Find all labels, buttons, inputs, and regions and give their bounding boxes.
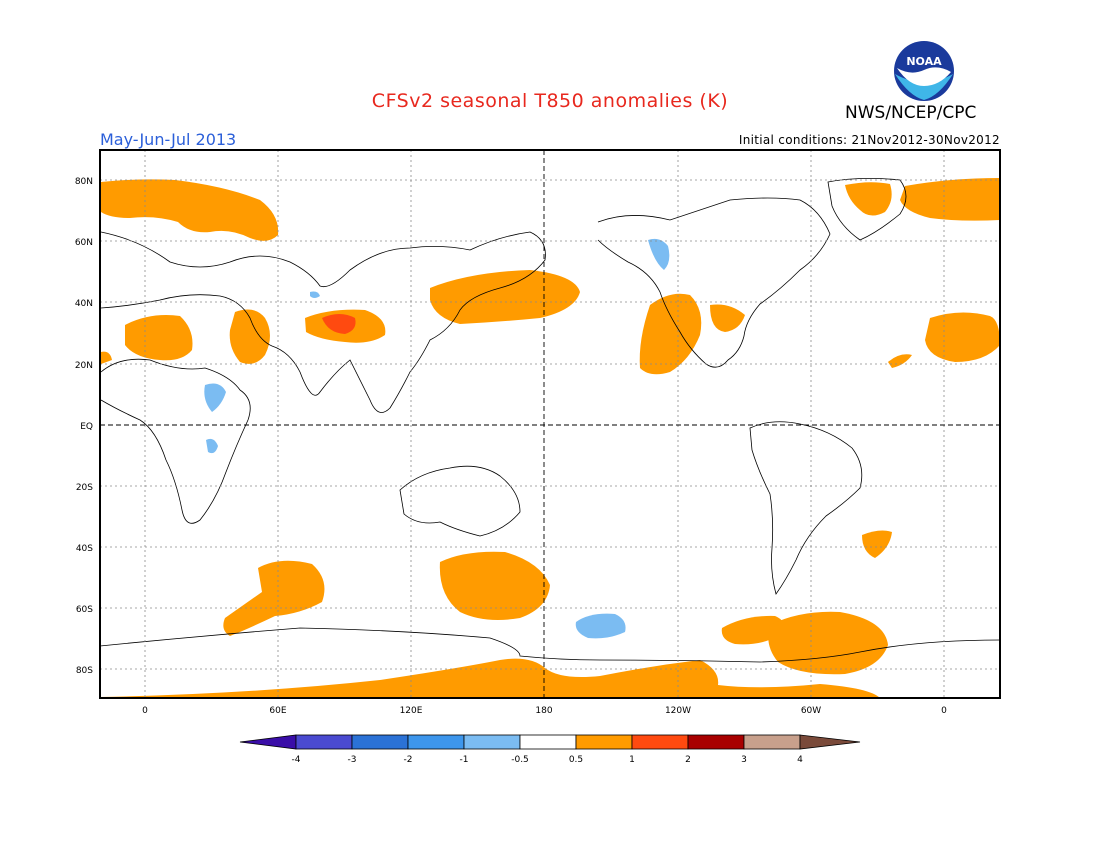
lat-label: 60N [75,238,93,248]
colorbar-label: 1 [629,755,635,765]
noaa-logo-icon: NOAA [894,41,954,101]
colorbar-swatch [351,734,409,750]
lat-label: 20S [76,483,93,493]
lon-label: 60E [269,706,286,716]
noaa-logo-text: NOAA [906,55,942,68]
lon-label: 60W [801,706,821,716]
colorbar-label: -1 [460,755,469,765]
lat-label: 20N [75,361,93,371]
agency-label: NWS/NCEP/CPC [845,103,977,123]
cool-region-alaska [648,238,670,270]
strong-warm-anomaly-regions [322,314,356,334]
colorbar-label: 4 [797,755,803,765]
initial-conditions-label: Initial conditions: 21Nov2012-30Nov2012 [738,133,1000,147]
cool-region-ross [575,613,626,639]
period-label: May-Jun-Jul 2013 [100,130,237,149]
lat-label: 40S [76,544,93,554]
colorbar-swatch [407,734,465,750]
coastline-south-america [749,421,863,595]
warm-region-arabia [229,309,270,364]
lat-label: EQ [80,422,93,432]
cool-region-east-africa [204,383,226,412]
coastline-greenland [827,178,907,241]
colorbar-labels: -4 -3 -2 -1 -0.5 0.5 1 2 3 4 [292,755,804,765]
lon-label: 0 [941,706,947,716]
lon-label: 180 [535,706,552,716]
warm-region-atlantic [925,312,1000,362]
colorbar-swatch [743,734,801,750]
warm-region-sahara [125,315,193,361]
warm-region-europe [101,179,279,241]
lon-label: 0 [142,706,148,716]
warm-region-tasman [439,551,550,620]
coastline-australia [399,465,521,537]
lat-label: 60S [76,605,93,615]
cool-region-central-asia [310,291,320,298]
lat-label: 40N [75,299,93,309]
warm-region-south-indian [223,560,325,636]
warm-region-central-us [710,304,745,332]
colorbar-swatch [295,734,353,750]
lon-label: 120E [400,706,423,716]
reference-lines [100,150,1000,698]
latitude-labels: 80N 60N 40N 20N EQ 20S 40S 60S 80S [75,177,93,676]
colorbar-label: 3 [741,755,747,765]
map-title: CFSv2 seasonal T850 anomalies (K) [371,90,729,112]
coastlines [99,178,1001,663]
graticule [100,150,1000,698]
warm-region-arctic-east [900,178,1000,221]
colorbar-swatch [687,734,745,750]
warm-anomaly-regions [100,178,1000,698]
coastline-africa [100,358,251,524]
cool-anomaly-regions [204,238,670,639]
colorbar-swatch [463,734,521,750]
lat-label: 80N [75,177,93,187]
coastline-eurasia [100,231,546,413]
colorbar-label: -4 [292,755,301,765]
warm-region-east-pacific [639,293,702,375]
warm-region-greenland [845,182,892,216]
map-frame [99,149,1001,699]
colorbar-label: 2 [685,755,691,765]
colorbar-arrow-low [239,734,297,750]
colorbar-swatch [631,734,689,750]
colorbar-label: 0.5 [569,755,583,765]
strong-warm-region-tibet [322,314,356,334]
warm-region-amundsen [721,615,784,645]
lat-label: 80S [76,666,93,676]
lon-label: 120W [665,706,691,716]
cool-region-south-africa [206,438,218,454]
coastline-antarctica [99,627,1001,663]
longitude-labels: 0 60E 120E 180 120W 60W 0 [142,706,947,716]
colorbar-swatch [519,734,577,750]
colorbar [239,734,861,750]
colorbar-label: -3 [348,755,357,765]
warm-region-caribbean [888,354,912,368]
warm-region-weddell [768,611,888,675]
warm-region-antarctica-1 [100,658,880,698]
colorbar-arrow-high [799,734,861,750]
colorbar-label: -0.5 [511,755,529,765]
warm-region-japan-pacific [430,270,580,324]
warm-region-south-atlantic [862,530,892,558]
colorbar-label: -2 [404,755,413,765]
warm-region-west-africa [101,351,112,364]
colorbar-swatch [575,734,633,750]
coastline-north-america [597,197,831,368]
